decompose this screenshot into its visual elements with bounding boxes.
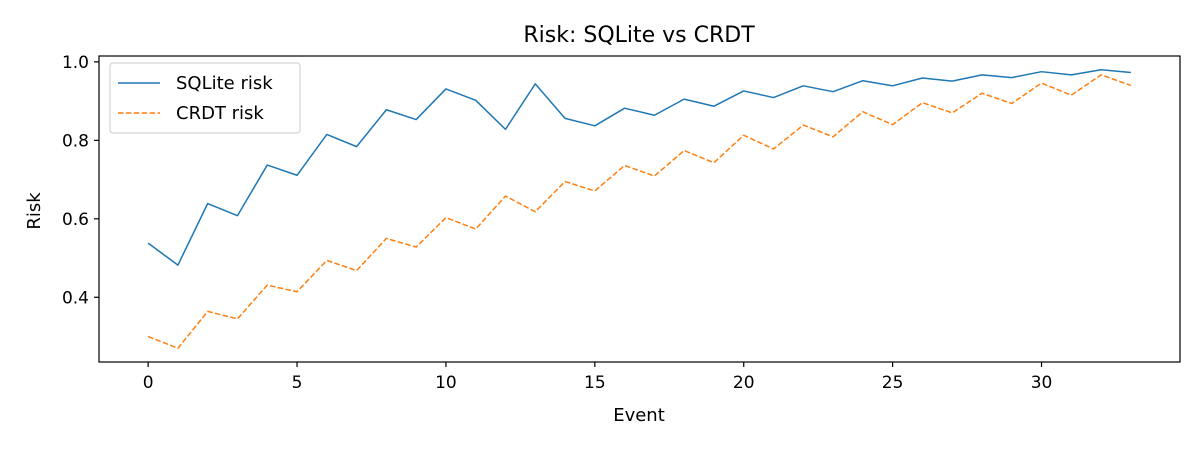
x-tick-label: 20 xyxy=(733,373,755,393)
series-layer xyxy=(147,68,1132,350)
axes-layer: 0 5 10 15 20 25 30 0.4 0.6 0.8 1.0 xyxy=(62,53,1181,393)
y-axis-label: Risk xyxy=(24,192,45,230)
x-tick-label: 15 xyxy=(584,373,606,393)
x-tick-label: 10 xyxy=(435,373,457,393)
x-axis-label: Event xyxy=(613,405,665,426)
x-tick-label: 0 xyxy=(143,373,154,393)
legend-box xyxy=(109,62,301,134)
legend-label-0: SQLite risk xyxy=(176,73,273,94)
x-tick-label: 30 xyxy=(1031,373,1053,393)
series-line-1 xyxy=(147,74,1132,350)
legend-label-1: CRDT risk xyxy=(176,103,264,124)
chart-title: Risk: SQLite vs CRDT xyxy=(523,23,755,48)
chart-legend: SQLite risk CRDT risk xyxy=(109,62,301,134)
y-tick-label: 0.6 xyxy=(62,210,89,230)
axes-frame xyxy=(98,55,1181,363)
x-tick-label: 5 xyxy=(292,373,303,393)
y-tick-label: 0.8 xyxy=(62,131,89,151)
y-tick-label: 0.4 xyxy=(62,288,89,308)
y-tick-label: 1.0 xyxy=(62,53,89,73)
series-line-0 xyxy=(147,68,1131,266)
x-tick-label: 25 xyxy=(882,373,904,393)
